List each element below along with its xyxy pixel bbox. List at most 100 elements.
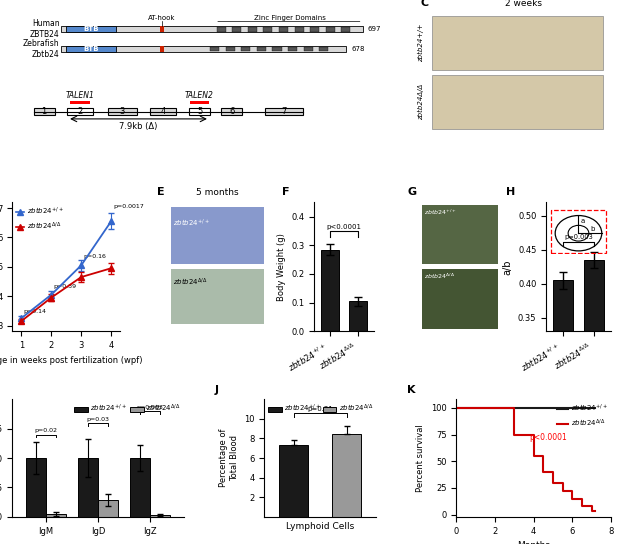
Bar (349, 301, 367, 331)
Text: p=0.16: p=0.16 (83, 254, 106, 259)
Text: 5: 5 (197, 107, 202, 116)
Text: $\it{zbtb24}$$^{+/+}$: $\it{zbtb24}$$^{+/+}$ (173, 218, 209, 229)
Text: p=0.21: p=0.21 (307, 406, 333, 412)
Legend: $\it{zbtb24}$$^{+/+}$, $\it{zbtb24}$$^{\Delta/\Delta}$: $\it{zbtb24}$$^{+/+}$, $\it{zbtb24}$$^{\… (558, 403, 607, 429)
Text: p=0.03: p=0.03 (87, 417, 110, 422)
Bar (67, 108, 93, 115)
X-axis label: Months: Months (517, 541, 550, 544)
Bar (432, 16, 603, 70)
Bar (321, 250, 339, 331)
Text: 7: 7 (281, 107, 287, 116)
Text: Human
ZBTB24: Human ZBTB24 (30, 20, 59, 39)
Bar (98, 500, 118, 517)
Bar (257, 47, 266, 52)
Bar (263, 27, 273, 32)
Text: Zinc Finger Domains: Zinc Finger Domains (254, 15, 326, 21)
Bar (273, 47, 281, 52)
Bar (108, 108, 137, 115)
Bar (61, 26, 363, 32)
Text: K: K (407, 385, 415, 394)
Text: 697: 697 (368, 26, 381, 32)
Bar (189, 108, 210, 115)
Bar (189, 101, 209, 104)
X-axis label: Age in weeks post fertilization (wpf): Age in weeks post fertilization (wpf) (0, 356, 142, 364)
Text: BTB: BTB (83, 46, 99, 52)
Bar (226, 47, 235, 52)
Text: TALEN2: TALEN2 (185, 91, 214, 100)
Bar (66, 46, 116, 52)
Bar (422, 269, 497, 329)
Text: p=0.0017: p=0.0017 (113, 205, 144, 209)
Y-axis label: Body Weight (g): Body Weight (g) (277, 233, 286, 301)
Text: G: G (407, 187, 416, 197)
Text: zbtb24Δ/Δ: zbtb24Δ/Δ (418, 84, 424, 120)
Y-axis label: Percent survival: Percent survival (416, 424, 425, 492)
Text: p=0.003: p=0.003 (137, 405, 164, 410)
Text: 6: 6 (229, 107, 234, 116)
Text: 1: 1 (41, 107, 47, 116)
Bar (221, 108, 242, 115)
Text: F: F (281, 187, 289, 197)
Text: $\it{zbtb24}$$^{\Delta/\Delta}$: $\it{zbtb24}$$^{\Delta/\Delta}$ (173, 277, 207, 288)
Bar (265, 108, 302, 115)
Text: p=0.003: p=0.003 (564, 234, 593, 240)
Bar (46, 514, 66, 517)
Text: C: C (420, 0, 428, 8)
Text: 2 weeks: 2 weeks (505, 0, 542, 8)
Legend: $\it{zbtb24}$$^{+/+}$, $\it{zbtb24}$$^{\Delta/\Delta}$: $\it{zbtb24}$$^{+/+}$, $\it{zbtb24}$$^{\… (268, 403, 373, 414)
Bar (78, 458, 98, 517)
Bar (294, 27, 304, 32)
Bar (151, 108, 176, 115)
Text: AT-hook: AT-hook (148, 15, 175, 21)
Bar (130, 458, 151, 517)
Legend: $\it{zbtb24}$$^{+/+}$, $\it{zbtb24}$$^{\Delta/\Delta}$: $\it{zbtb24}$$^{+/+}$, $\it{zbtb24}$$^{\… (74, 403, 181, 414)
Text: 5 months: 5 months (196, 188, 239, 197)
Y-axis label: a/b: a/b (502, 259, 512, 275)
Bar (432, 75, 603, 129)
Bar (217, 27, 226, 32)
Bar (171, 207, 264, 264)
Text: 678: 678 (351, 46, 365, 52)
Bar (341, 27, 350, 32)
Bar (27, 458, 46, 517)
Bar (332, 434, 362, 517)
Bar (66, 26, 116, 32)
Text: 3: 3 (120, 107, 125, 116)
Bar (310, 27, 319, 32)
Bar (584, 260, 604, 544)
Bar (151, 515, 170, 517)
Text: $\it{zbtb24}$$^{+/+}$: $\it{zbtb24}$$^{+/+}$ (424, 207, 457, 217)
Bar (326, 27, 335, 32)
Text: 2: 2 (77, 107, 83, 116)
Text: E: E (157, 187, 165, 197)
Bar (241, 47, 251, 52)
Text: p=0.14: p=0.14 (23, 309, 46, 314)
Text: 7.9kb (Δ): 7.9kb (Δ) (119, 121, 158, 131)
X-axis label: Lymphoid Cells: Lymphoid Cells (286, 522, 354, 531)
Bar (33, 108, 55, 115)
Text: 4: 4 (160, 107, 166, 116)
Bar (160, 46, 164, 52)
Bar (553, 280, 573, 544)
Y-axis label: Percentage of
Total Blood: Percentage of Total Blood (219, 429, 239, 487)
Bar (70, 101, 90, 104)
Text: J: J (214, 385, 218, 394)
Bar (171, 269, 264, 324)
Text: H: H (506, 187, 515, 197)
Text: zbtb24+/+: zbtb24+/+ (418, 24, 424, 62)
Text: p<0.0001: p<0.0001 (326, 224, 362, 230)
Bar (61, 46, 347, 52)
Bar (232, 27, 241, 32)
Text: $\it{zbtb24}$$^{\Delta/\Delta}$: $\it{zbtb24}$$^{\Delta/\Delta}$ (424, 272, 455, 281)
Bar (304, 47, 313, 52)
Text: BTB: BTB (83, 26, 99, 32)
Bar (422, 205, 497, 264)
Bar (279, 446, 308, 517)
Bar (319, 47, 328, 52)
Legend: $\it{zbtb24}$$^{+/+}$, $\it{zbtb24}$$^{\Delta/\Delta}$: $\it{zbtb24}$$^{+/+}$, $\it{zbtb24}$$^{\… (16, 206, 64, 232)
Bar (288, 47, 297, 52)
Text: p=0.02: p=0.02 (35, 428, 57, 434)
Bar (279, 27, 288, 32)
Text: Zebrafish
Zbtb24: Zebrafish Zbtb24 (23, 39, 59, 59)
Text: p=0.39: p=0.39 (53, 285, 77, 289)
